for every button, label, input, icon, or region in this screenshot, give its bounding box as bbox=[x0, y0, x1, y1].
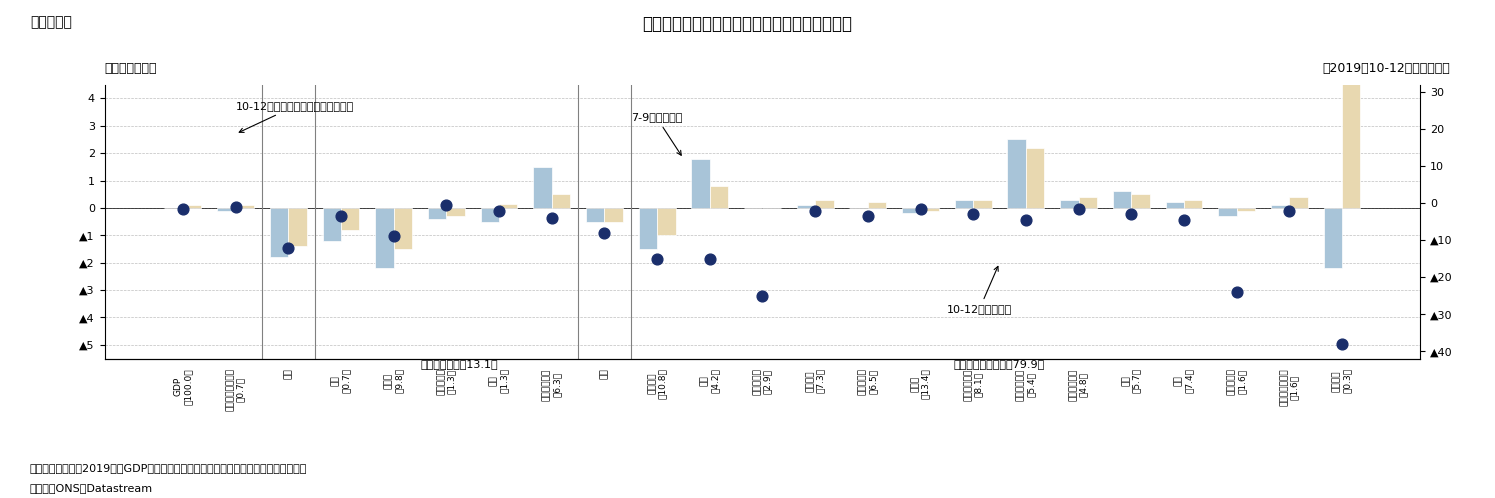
Point bbox=[1331, 340, 1354, 348]
Bar bbox=[921, 208, 939, 211]
Point bbox=[224, 203, 248, 211]
Bar bbox=[217, 208, 236, 211]
Bar bbox=[691, 158, 710, 208]
Bar bbox=[815, 200, 834, 208]
Text: 10-12月期伸び率: 10-12月期伸び率 bbox=[946, 266, 1012, 314]
Bar bbox=[1289, 197, 1308, 208]
Text: （注）カッコ内は2019年のGDP（厳密には総付加価値の意味）に占める各産業の割合: （注）カッコ内は2019年のGDP（厳密には総付加価値の意味）に占める各産業の割… bbox=[30, 463, 308, 473]
Text: （2019年10-12月期比、％）: （2019年10-12月期比、％） bbox=[1323, 62, 1450, 75]
Bar bbox=[901, 208, 921, 213]
Point bbox=[909, 205, 933, 213]
Bar bbox=[393, 208, 413, 249]
Text: （資料）ONS、Datastream: （資料）ONS、Datastream bbox=[30, 483, 152, 493]
Bar bbox=[710, 186, 728, 208]
Point bbox=[487, 207, 511, 215]
Bar bbox=[289, 208, 306, 246]
Bar bbox=[182, 205, 202, 208]
Bar bbox=[1184, 200, 1202, 208]
Bar bbox=[447, 208, 465, 216]
Point bbox=[540, 214, 564, 222]
Bar bbox=[236, 205, 254, 208]
Bar bbox=[604, 208, 623, 222]
Point bbox=[1066, 205, 1090, 213]
Point bbox=[961, 210, 985, 218]
Point bbox=[592, 229, 616, 237]
Point bbox=[435, 201, 459, 209]
Text: 生産セクター〔13.1〕: 生産セクター〔13.1〕 bbox=[420, 359, 498, 369]
Point bbox=[750, 292, 774, 300]
Bar bbox=[341, 208, 359, 230]
Bar bbox=[1060, 200, 1078, 208]
Bar bbox=[867, 202, 887, 208]
Point bbox=[1120, 210, 1144, 218]
Text: 7-9月期伸び率: 7-9月期伸び率 bbox=[631, 112, 682, 155]
Point bbox=[1277, 207, 1301, 215]
Bar bbox=[552, 194, 570, 208]
Point bbox=[698, 254, 722, 262]
Text: （前期比、％）: （前期比、％） bbox=[105, 62, 157, 75]
Bar bbox=[955, 200, 973, 208]
Bar bbox=[269, 208, 289, 257]
Bar bbox=[1008, 139, 1026, 208]
Text: サービスセクター〔79.9〕: サービスセクター〔79.9〕 bbox=[954, 359, 1045, 369]
Bar bbox=[1343, 0, 1360, 208]
Bar bbox=[797, 205, 815, 208]
Bar bbox=[1271, 205, 1289, 208]
Point bbox=[1224, 288, 1248, 296]
Bar bbox=[1218, 208, 1236, 216]
Bar bbox=[323, 208, 341, 241]
Bar bbox=[658, 208, 676, 235]
Bar bbox=[638, 208, 658, 249]
Bar bbox=[1132, 194, 1150, 208]
Point bbox=[646, 254, 670, 262]
Bar bbox=[1078, 197, 1097, 208]
Point bbox=[277, 244, 300, 251]
Point bbox=[170, 205, 194, 213]
Bar bbox=[1323, 208, 1343, 268]
Bar bbox=[586, 208, 604, 222]
Point bbox=[329, 212, 353, 220]
Bar bbox=[1236, 208, 1256, 211]
Text: 業種別のＧＤＰ前期比伸び率とコロナ禍前水準: 業種別のＧＤＰ前期比伸び率とコロナ禍前水準 bbox=[643, 15, 852, 33]
Point bbox=[1172, 216, 1196, 224]
Bar bbox=[375, 208, 393, 268]
Point bbox=[855, 212, 879, 220]
Bar bbox=[1026, 147, 1045, 208]
Point bbox=[1014, 216, 1038, 224]
Bar bbox=[973, 200, 991, 208]
Bar bbox=[534, 167, 552, 208]
Bar bbox=[428, 208, 447, 219]
Bar bbox=[1112, 191, 1132, 208]
Bar bbox=[499, 204, 517, 208]
Text: 10-12月期のコロナ禍前比（右軸）: 10-12月期のコロナ禍前比（右軸） bbox=[236, 101, 354, 132]
Point bbox=[803, 207, 827, 215]
Bar bbox=[1166, 202, 1184, 208]
Text: （図表４）: （図表４） bbox=[30, 15, 72, 29]
Bar bbox=[480, 208, 499, 222]
Point bbox=[381, 233, 405, 241]
